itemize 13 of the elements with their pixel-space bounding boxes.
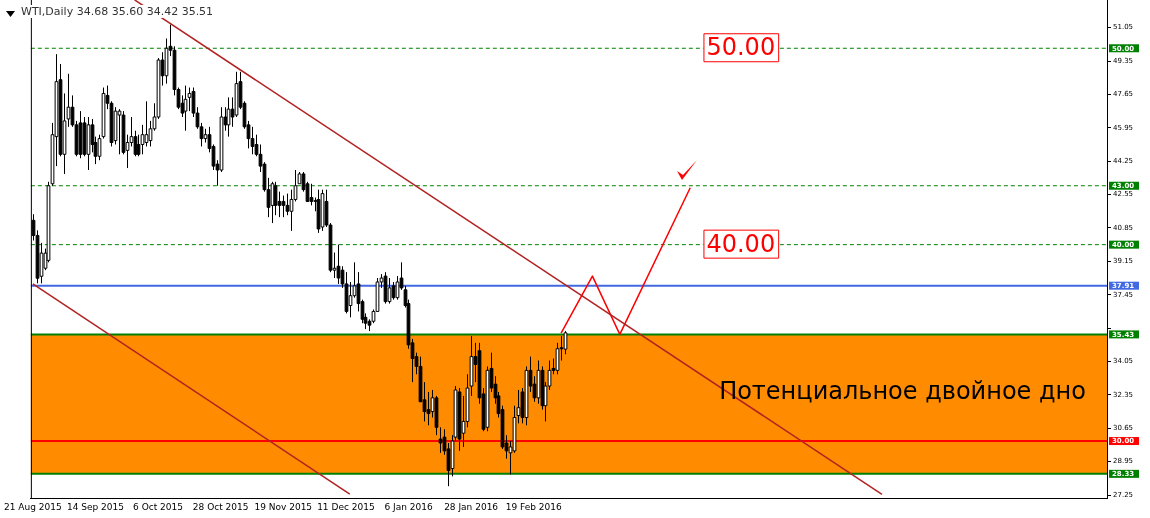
x-tick-label: 11 Dec 2015 xyxy=(317,501,375,512)
x-tick-label: 28 Jan 2016 xyxy=(444,501,499,512)
annotation: 40.00 xyxy=(706,229,776,258)
x-tick-label: 28 Oct 2015 xyxy=(192,501,249,512)
x-tick-label: 14 Sep 2015 xyxy=(66,501,124,512)
x-tick-label: 6 Oct 2015 xyxy=(133,501,184,512)
x-tick-label: 21 Aug 2015 xyxy=(4,501,62,512)
x-tick-label: 19 Nov 2015 xyxy=(254,501,313,512)
text: WTI,Daily 34.68 35.60 34.42 35.51 xyxy=(19,5,216,18)
annotation: 50.00 xyxy=(706,33,776,62)
x-tick-label: 19 Feb 2016 xyxy=(505,501,562,512)
annotation: Потенциальное двойное дно xyxy=(719,377,1086,406)
x-tick-label: 6 Jan 2016 xyxy=(384,501,433,512)
